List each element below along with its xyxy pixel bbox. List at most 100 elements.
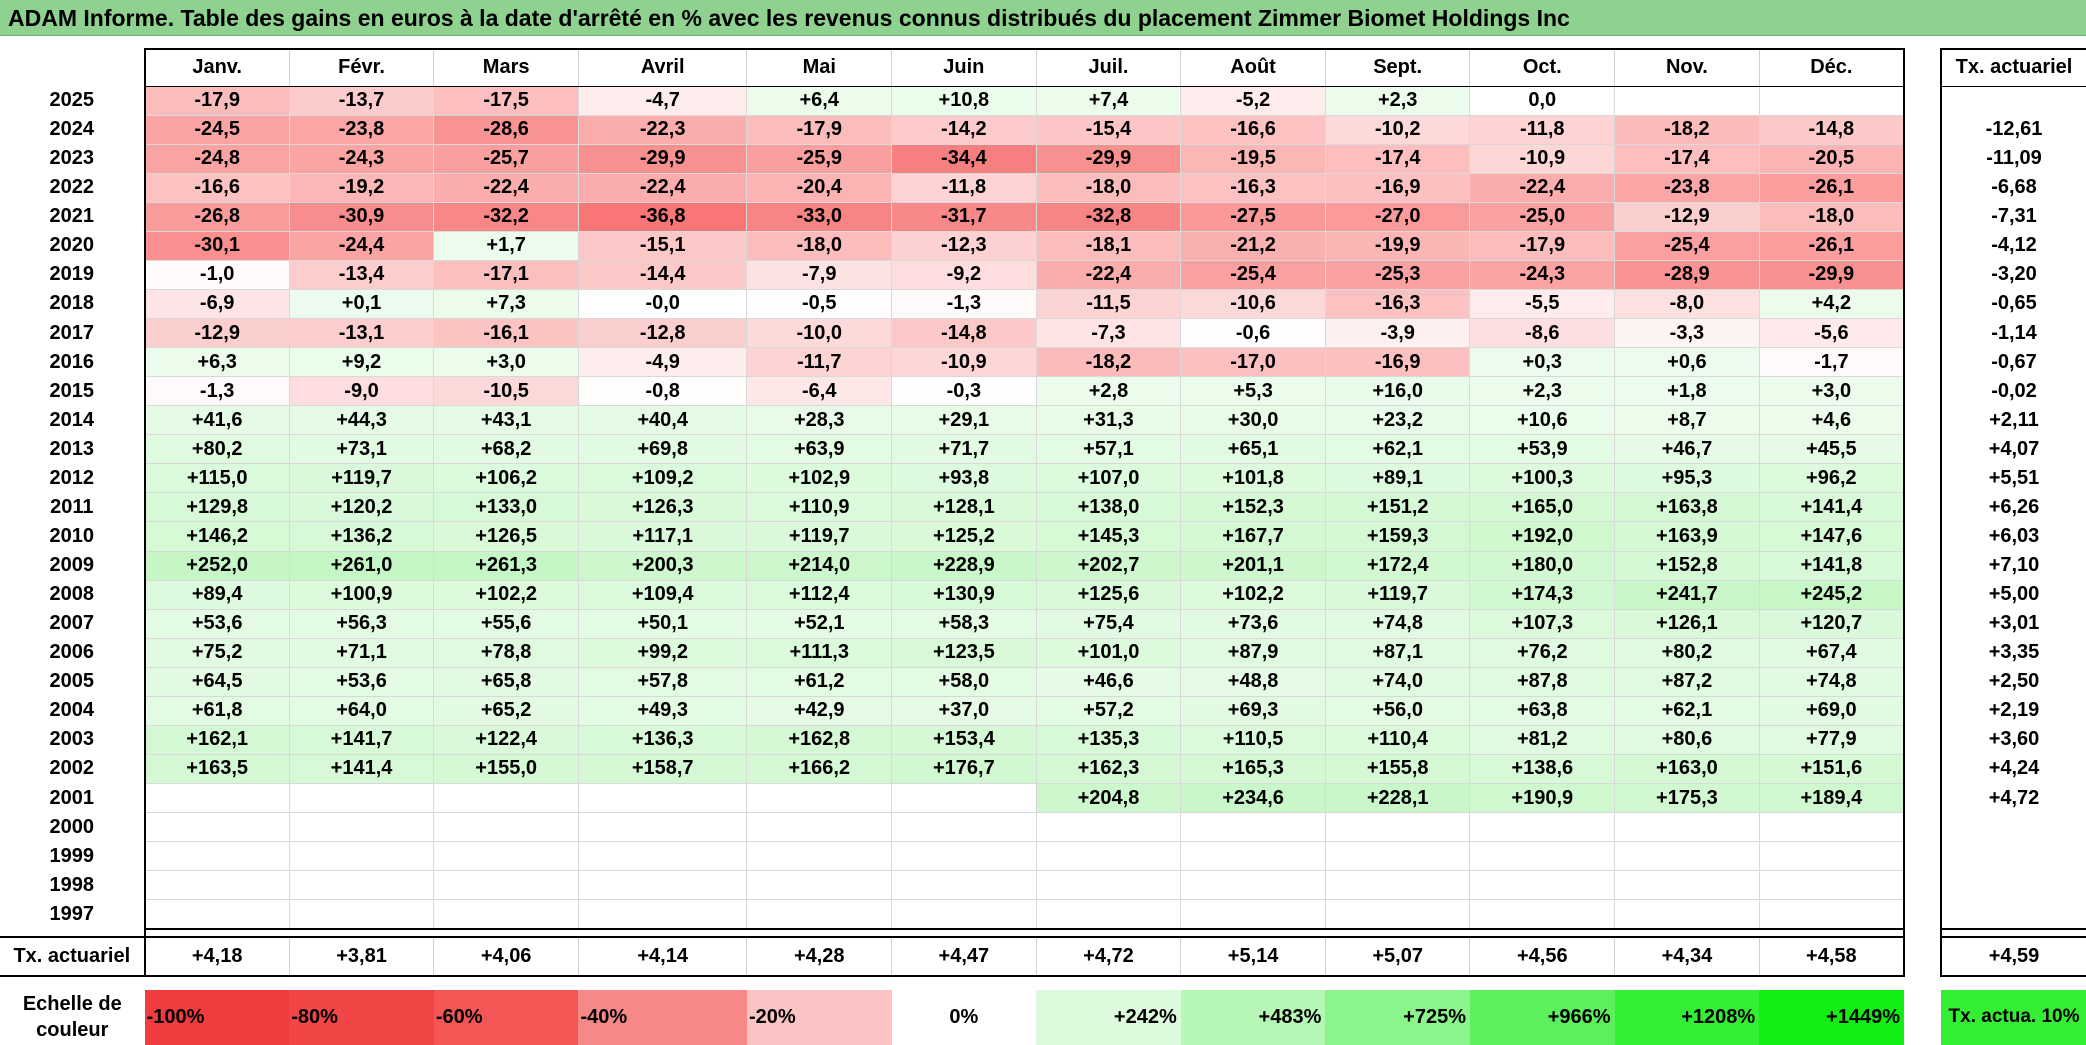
value-cell [143,783,290,814]
value-cell [1614,841,1760,872]
row-actuarial-rate: +4,24 [1940,754,2086,784]
month-header: Juil. [1036,48,1182,87]
value-cell: -1,0 [143,260,290,290]
value-cell: +101,8 [1180,463,1326,494]
value-cell: -17,4 [1325,144,1471,174]
value-cell: +87,9 [1180,638,1326,668]
value-cell [1036,841,1182,872]
value-cell: +138,0 [1036,492,1182,523]
value-cell: +23,2 [1325,405,1471,436]
value-cell: +163,0 [1614,754,1760,785]
value-cell [746,841,893,872]
value-cell: -16,9 [1325,173,1471,203]
value-cell: -13,1 [289,318,435,349]
value-cell: +80,2 [143,434,290,465]
value-cell: +0,6 [1614,347,1760,378]
value-cell: +125,2 [891,521,1037,552]
value-cell: -9,2 [891,260,1037,290]
value-cell [1469,812,1616,843]
value-cell: -27,5 [1180,202,1326,232]
table-row: 1999 [0,841,1905,872]
value-cell: -29,9 [1036,144,1182,174]
month-actuarial-rate: +5,07 [1325,935,1471,977]
value-cell: +189,4 [1759,783,1905,814]
value-cell: +64,5 [143,667,290,697]
value-cell: +174,3 [1469,580,1616,610]
value-cell: +146,2 [143,521,290,552]
year-label: 1997 [49,902,95,925]
value-cell: +62,1 [1325,434,1471,465]
value-cell: +0,1 [289,289,435,320]
value-cell: +126,3 [578,492,748,523]
row-actuarial-rate: -4,12 [1940,231,2086,261]
value-cell [1036,899,1182,930]
value-cell: +48,8 [1180,667,1326,697]
spacer [1036,976,1181,990]
value-cell: -12,9 [143,318,290,349]
value-cell: +76,2 [1469,638,1616,668]
header-row: Janv. Févr. Mars Avril Mai Juin Juil. Août Sept.… [0,48,1905,87]
year-label: 2010 [49,524,95,547]
value-cell: -18,2 [1036,347,1182,378]
row-actuarial-rate: -0,02 [1940,376,2086,406]
value-cell: -17,9 [746,115,893,145]
value-cell: -17,5 [433,86,579,116]
row-actuarial-rate: +3,01 [1940,609,2086,639]
value-cell: -26,1 [1759,231,1905,261]
month-header: Sept. [1325,48,1471,87]
spacer [434,976,579,990]
table-row: 2006 +75,2 +71,1 +78,8 +99,2 +111,3 +123,5 +101… [0,638,1905,668]
table-row: 2005 +64,5 +53,6 +65,8 +57,8 +61,2 +58,0 +46,6 +… [0,667,1905,697]
value-cell: +228,9 [891,551,1037,581]
value-cell: -18,0 [1036,173,1182,203]
value-cell: -29,9 [1759,260,1905,290]
color-scale-swatch: -60% [433,989,579,1045]
value-cell: -5,2 [1180,86,1326,116]
row-actuarial-rate: -0,67 [1940,347,2086,377]
spacer [891,927,1037,937]
value-cell: +107,0 [1036,463,1182,494]
value-cell: -29,9 [578,144,748,174]
value-cell: +158,7 [578,754,748,785]
corner-cell [0,49,145,86]
value-cell: 0,0 [1469,86,1616,116]
row-actuarial-rate: +6,26 [1940,492,2086,522]
table-row: 2012 +115,0 +119,7 +106,2 +109,2 +102,9 +93,8 +… [0,463,1905,494]
spacer [1325,976,1470,990]
month-actuarial-rate: +4,58 [1759,935,1905,977]
value-cell: +40,4 [578,405,748,436]
value-cell: +115,0 [143,463,290,494]
month-actuarial-rate: +4,47 [891,935,1037,977]
value-cell: +80,6 [1614,725,1760,755]
value-cell: +110,9 [746,492,893,523]
year-label: 2002 [49,757,95,780]
gains-table: Janv. Févr. Mars Avril Mai Juin Juil. Août Sept.… [0,48,1905,1045]
spacer [0,929,145,937]
row-actuarial-rate: +5,00 [1940,580,2086,610]
value-cell [1325,841,1471,872]
row-actuarial-rate: +3,35 [1940,638,2086,668]
year-label: 2005 [49,670,95,693]
value-cell: +135,3 [1036,725,1182,755]
color-scale-swatch: 0% [891,989,1037,1045]
value-cell: +126,1 [1614,609,1760,639]
value-cell: +136,3 [578,725,748,755]
value-cell: -17,4 [1614,144,1760,174]
row-actuarial-rate [1940,899,2086,929]
spacer [145,976,290,990]
value-cell [1180,870,1326,901]
value-cell: +73,1 [289,434,435,465]
year-label: 2017 [49,321,95,344]
value-cell: -24,3 [1469,260,1616,290]
value-cell [578,870,748,901]
month-actuarial-rate: +4,28 [746,935,893,977]
value-cell: +63,9 [746,434,893,465]
spacer [1614,927,1760,937]
color-scale-swatch: +1449% [1759,989,1904,1045]
table-row: 2002 +163,5 +141,4 +155,0 +158,7 +166,2 +176,7… [0,754,1905,785]
value-cell: -12,8 [578,318,748,349]
value-cell: +112,4 [746,580,893,610]
month-header: Mai [746,48,893,87]
value-cell: -0,3 [891,376,1037,407]
value-cell: +111,3 [746,638,893,668]
